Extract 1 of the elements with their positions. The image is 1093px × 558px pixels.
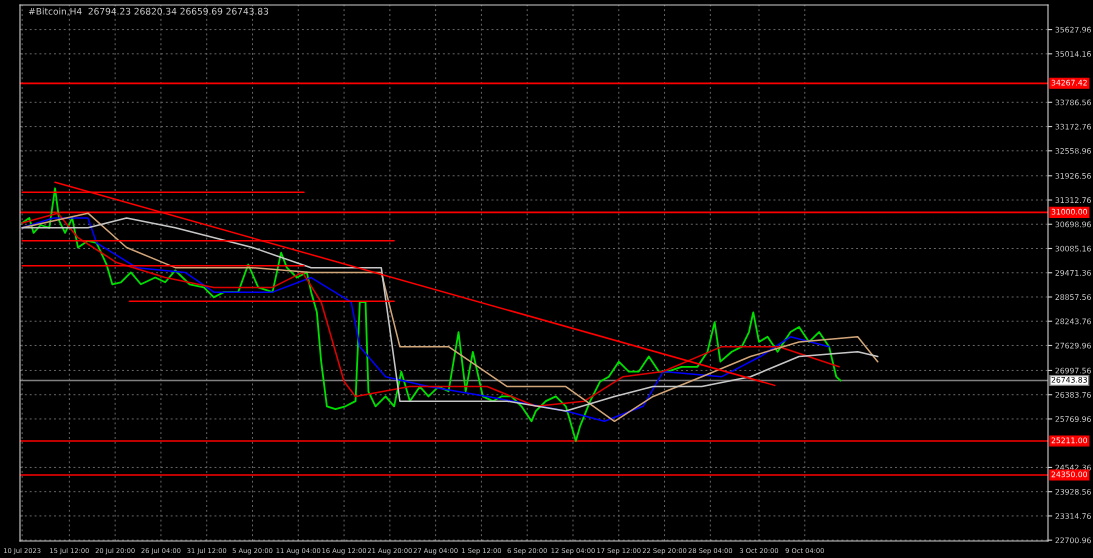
chart-title: #Bitcoin,H4 26794.23 26820.34 26659.69 26743.83: [28, 7, 269, 16]
